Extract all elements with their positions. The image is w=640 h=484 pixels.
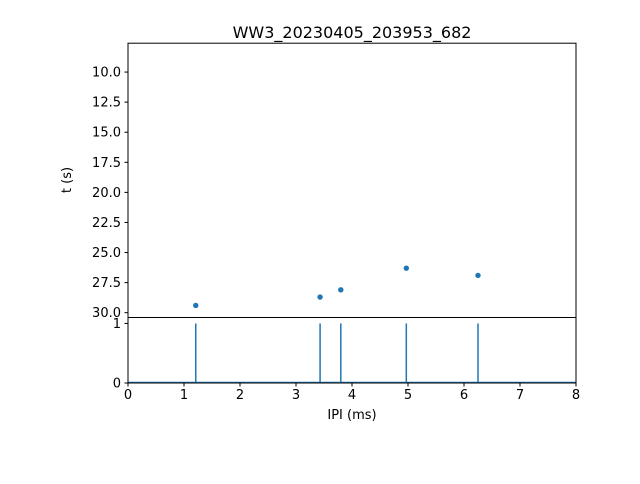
y-tick-label: 10.0 — [92, 66, 121, 81]
scatter-point — [475, 272, 481, 279]
x-tick-label: 7 — [516, 388, 524, 403]
y-tick-label: 12.5 — [92, 96, 121, 111]
scatter-point — [193, 302, 199, 309]
y-tick-label: 17.5 — [92, 156, 121, 171]
x-tick-label: 0 — [124, 388, 132, 403]
y-tick-label: 22.5 — [92, 216, 121, 231]
scatter-point — [403, 265, 410, 271]
x-axis-label: IPI (ms) — [327, 408, 376, 423]
x-tick-label: 5 — [404, 388, 412, 403]
y-tick-label: 15.0 — [92, 126, 121, 141]
x-tick-label: 4 — [348, 388, 356, 403]
x-tick-label: 1 — [180, 388, 188, 403]
x-tick-label: 3 — [292, 388, 300, 403]
y-tick-label: 27.5 — [92, 276, 121, 291]
scatter-point — [338, 287, 344, 293]
plot-title: WW3_20230405_203953_682 — [233, 23, 472, 43]
scatter-point — [317, 294, 323, 300]
x-tick-label: 8 — [572, 388, 580, 403]
x-tick-label: 2 — [236, 388, 244, 403]
y-tick-label: 0 — [113, 377, 121, 392]
y-tick-label: 25.0 — [92, 246, 121, 261]
y-tick-label: 30.0 — [92, 306, 121, 321]
y-axis-label: t (s) — [60, 167, 75, 193]
top-axes-frame — [127, 42, 577, 318]
y-tick-label: 1 — [113, 317, 121, 332]
x-tick-label: 6 — [460, 388, 468, 403]
axes-layer: 10.0 12.5 15.0 17.5 20.0 22.5 25.0 27.5 30.0 0 1 0 1… — [92, 42, 580, 403]
y-tick-label: 20.0 — [92, 186, 121, 201]
